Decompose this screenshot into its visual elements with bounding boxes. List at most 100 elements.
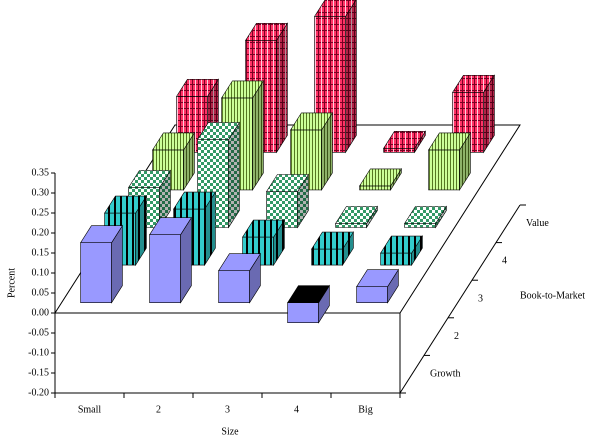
bar-side-shade [435, 206, 447, 228]
labels: Percent Size Book-to-Market -0.20 -0.15 -0… [6, 167, 585, 437]
bar [428, 131, 471, 191]
bar-side-shade [345, 0, 357, 153]
z-tick-label: 3 [478, 293, 483, 304]
z-axis-label: Book-to-Market [520, 290, 585, 301]
bar-top [383, 131, 426, 149]
bar-top [428, 132, 471, 151]
y-tick-label: 0.05 [32, 287, 50, 298]
x-axis-label: Size [221, 426, 239, 437]
bar [287, 284, 330, 324]
bar-side-shade [183, 132, 195, 190]
bar [404, 205, 447, 229]
bar-front [356, 286, 388, 304]
bar-side-shade [228, 122, 240, 228]
bar-top [242, 219, 285, 238]
bar-top [380, 235, 423, 254]
bar-top [359, 168, 402, 187]
x-tick-label: 4 [294, 404, 299, 415]
y-axis-label: Percent [6, 268, 17, 298]
bar [452, 74, 495, 154]
bar-top [266, 174, 309, 192]
bar-side-shade [276, 23, 288, 153]
y-tick-label: 0.35 [32, 167, 50, 178]
bar-top [221, 80, 264, 99]
bar-side-shade [321, 112, 333, 190]
bar-front [380, 252, 412, 266]
bar-side-shade [366, 206, 378, 228]
bar [356, 268, 399, 304]
y-tick-label: -0.05 [28, 327, 49, 338]
bar-top [314, 0, 357, 17]
bar [380, 235, 423, 267]
bar [311, 231, 354, 267]
z-tick-label: Value [526, 218, 549, 229]
y-tick-label: 0.10 [32, 267, 50, 278]
bar-top [356, 269, 399, 288]
bar-side-shade [159, 170, 171, 228]
y-tick-label: 0.30 [32, 187, 50, 198]
y-tick-label: 0.00 [32, 307, 50, 318]
y-tick-label: 0.20 [32, 227, 50, 238]
z-tick-label: 4 [502, 256, 507, 267]
bar-top [149, 217, 192, 235]
bar-top [404, 206, 447, 224]
bar-top [128, 170, 171, 188]
bar-top [335, 206, 378, 224]
bar-top [452, 75, 495, 93]
bar-front [335, 223, 367, 228]
bar-top [176, 79, 219, 97]
bar [266, 173, 309, 229]
bar-side [345, 0, 357, 154]
bar-top [173, 191, 216, 210]
z-tick-label: 2 [454, 331, 459, 342]
bar-top [104, 195, 147, 214]
y-tick-label: 0.15 [32, 247, 50, 258]
bar-side-shade [204, 192, 216, 266]
bar-front [404, 223, 436, 228]
bar-top [287, 285, 330, 304]
x-tick-label: 3 [225, 404, 230, 415]
bar-side-shade [252, 80, 264, 190]
bar-top [311, 231, 354, 250]
bar-front [287, 302, 319, 324]
bar-top [197, 122, 240, 140]
bar-top [152, 132, 195, 151]
bar-top [290, 112, 333, 131]
bar-side-shade [318, 285, 330, 323]
z-axis [399, 204, 521, 394]
bar-front [80, 242, 112, 304]
bar-side-shade [483, 75, 495, 153]
bar [149, 216, 192, 304]
bar [80, 224, 123, 304]
bar-front [311, 248, 343, 266]
bar-side-shade [249, 253, 261, 303]
bar-front [383, 148, 415, 153]
bar-top [80, 225, 123, 243]
bar-side-shade [342, 232, 354, 266]
bar-side-shade [135, 196, 147, 266]
z-tick-label: Growth [430, 368, 461, 379]
bar-top [245, 22, 288, 41]
x-tick-label: Small [78, 404, 102, 415]
bar-front [149, 234, 181, 304]
y-tick-label: -0.20 [28, 387, 49, 398]
x-tick-label: Big [358, 404, 372, 415]
bars [80, 0, 495, 324]
x-tick-label: 2 [156, 404, 161, 415]
bar-side-shade [387, 269, 399, 303]
bar-side-shade [273, 220, 285, 266]
bar-front [218, 270, 250, 304]
bar [335, 205, 378, 229]
bar [383, 130, 426, 154]
bar-side-shade [180, 217, 192, 303]
y-tick-label: -0.15 [28, 367, 49, 378]
bar-top [218, 253, 261, 272]
bar-side-shade [459, 132, 471, 190]
bar-side-shade [414, 131, 426, 153]
bar [218, 252, 261, 304]
y-tick-label: 0.25 [32, 207, 50, 218]
bar-front [359, 185, 391, 191]
bar-side-shade [390, 168, 402, 190]
bar-front [428, 149, 460, 191]
